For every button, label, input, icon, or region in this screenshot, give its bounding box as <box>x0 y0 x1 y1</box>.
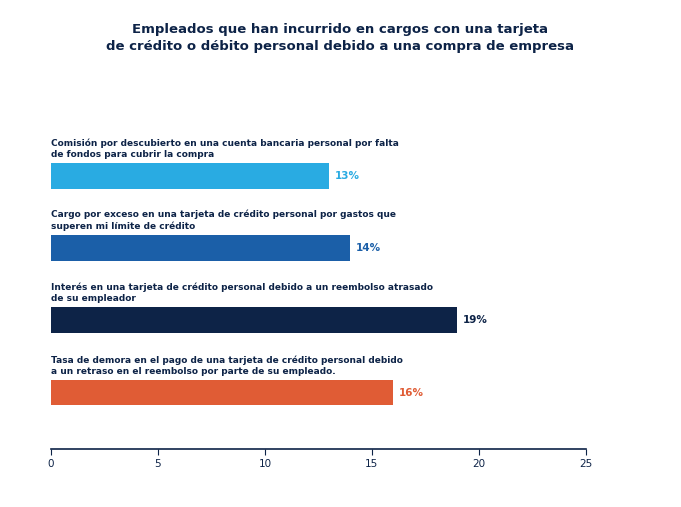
Bar <box>51 235 351 261</box>
Bar <box>51 163 329 189</box>
Text: Cargo por exceso en una tarjeta de crédito personal por gastos que
superen mi lí: Cargo por exceso en una tarjeta de crédi… <box>51 210 396 231</box>
Text: Tasa de demora en el pago de una tarjeta de crédito personal debido
a un retraso: Tasa de demora en el pago de una tarjeta… <box>51 355 403 376</box>
Bar <box>51 380 393 406</box>
Text: 14%: 14% <box>355 243 381 253</box>
Text: 13%: 13% <box>334 171 360 181</box>
Text: Interés en una tarjeta de crédito personal debido a un reembolso atrasado
de su : Interés en una tarjeta de crédito person… <box>51 283 433 303</box>
Text: 16%: 16% <box>398 387 424 397</box>
Text: 19%: 19% <box>462 315 488 325</box>
Text: Comisión por descubierto en una cuenta bancaria personal por falta
de fondos par: Comisión por descubierto en una cuenta b… <box>51 138 399 159</box>
Bar <box>51 307 458 333</box>
Text: Empleados que han incurrido en cargos con una tarjeta
de crédito o débito person: Empleados que han incurrido en cargos co… <box>106 23 575 53</box>
